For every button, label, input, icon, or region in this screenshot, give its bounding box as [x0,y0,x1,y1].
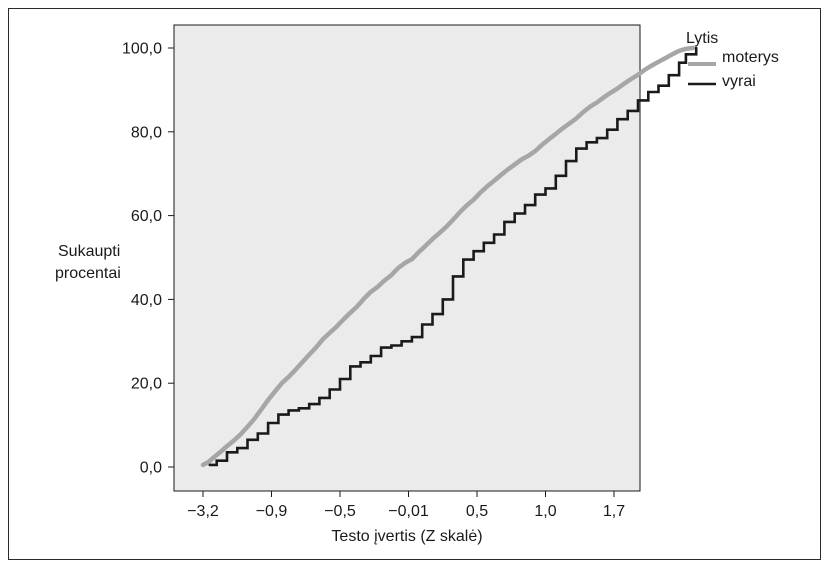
x-tick-label: −3,2 [187,503,219,520]
y-tick-label: 80,0 [131,124,162,141]
series-layer [200,45,698,468]
x-axis: −3,2 −0,9 −0,5 −0,01 0,5 1,0 1,7 [187,491,625,520]
y-axis-label-line-2: procentai [55,265,121,282]
x-tick-label: 1,7 [603,503,625,520]
legend-label-vyrai: vyrai [722,73,756,90]
legend: Lytis moterys vyrai [686,30,779,90]
y-tick-label: 40,0 [131,292,162,309]
x-tick-label: −0,5 [324,503,356,520]
legend-title: Lytis [686,30,718,47]
x-tick-label: −0,9 [256,503,288,520]
x-tick-label: 0,5 [466,503,488,520]
plot-area [173,24,641,492]
x-tick-label: −0,01 [388,503,429,520]
y-tick-label: 100,0 [122,41,162,58]
x-tick-label: 1,0 [534,503,556,520]
legend-label-moterys: moterys [722,49,779,66]
y-tick-label: 0,0 [140,460,162,477]
y-tick-label: 60,0 [131,208,162,225]
series-line-moterys [200,45,696,468]
series-line-vyrai [208,46,698,467]
y-axis-label-line-1: Sukaupti [58,243,120,260]
y-axis: 0,0 20,0 40,0 60,0 80,0 100,0 [122,41,174,477]
x-axis-label: Testo įvertis (Z skalė) [331,528,482,545]
y-tick-label: 20,0 [131,376,162,393]
